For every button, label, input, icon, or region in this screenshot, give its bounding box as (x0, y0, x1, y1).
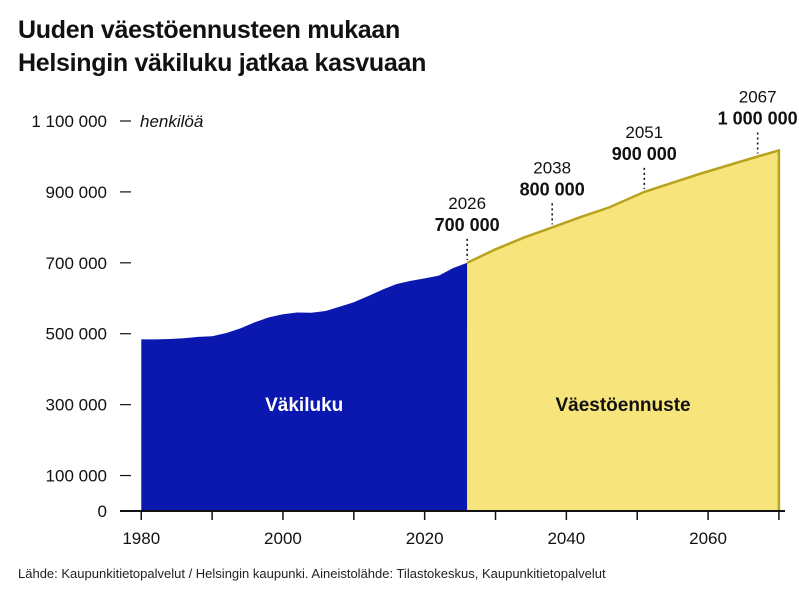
annotation-value: 700 000 (435, 215, 500, 235)
y-tick-label: 900 000 (46, 183, 107, 202)
x-tick-label: 2020 (406, 529, 444, 548)
series-label-1: Väkiluku (265, 395, 343, 416)
x-tick-label: 1980 (122, 529, 160, 548)
forecast-outline (466, 148, 781, 512)
y-tick-label: 500 000 (46, 325, 107, 344)
x-tick-label: 2040 (547, 529, 585, 548)
y-tick-label: 100 000 (46, 467, 107, 486)
x-tick-label: 2000 (264, 529, 302, 548)
annotation-value: 900 000 (612, 144, 677, 164)
chart-title-line-2: Helsingin väkiluku jatkaa kasvuaan (18, 49, 427, 77)
annotation-year: 2038 (533, 158, 571, 177)
y-unit-label: henkilöä (140, 112, 203, 131)
y-tick-label: 700 000 (46, 254, 107, 273)
annotation-year: 2051 (625, 123, 663, 142)
annotation-year: 2026 (448, 194, 486, 213)
series-label-2: Väestöennuste (555, 395, 690, 416)
area-layer: Väkiluku Väestöennuste (141, 148, 781, 512)
y-axis: 0 100 000 300 000 500 000 700 000 900 000 1 10… (31, 112, 203, 521)
series-area-1 (141, 262, 468, 511)
chart-title-line-1: Uuden väestöennusteen mukaan (18, 16, 400, 44)
annotation-value: 800 000 (520, 179, 585, 199)
annotation-layer: 2026 700 000 2038 800 000 2051 900 000 2067 1 0… (435, 87, 798, 260)
y-tick-label: 0 (98, 502, 107, 521)
source-note: Lähde: Kaupunkitietopalvelut / Helsingin… (18, 566, 606, 581)
annotation-value: 1 000 000 (718, 108, 798, 128)
y-tick-label: 1 100 000 (31, 112, 107, 131)
x-axis: 1980 2000 2020 2040 2060 (120, 510, 785, 548)
annotation-year: 2067 (739, 87, 777, 106)
series-area-2 (467, 150, 779, 511)
chart-title: Uuden väestöennusteen mukaan Helsingin v… (18, 14, 426, 80)
population-chart: Väkiluku Väestöennuste 0 100 000 300 000 500… (31, 87, 798, 548)
x-tick-label: 2060 (689, 529, 727, 548)
y-tick-label: 300 000 (46, 396, 107, 415)
